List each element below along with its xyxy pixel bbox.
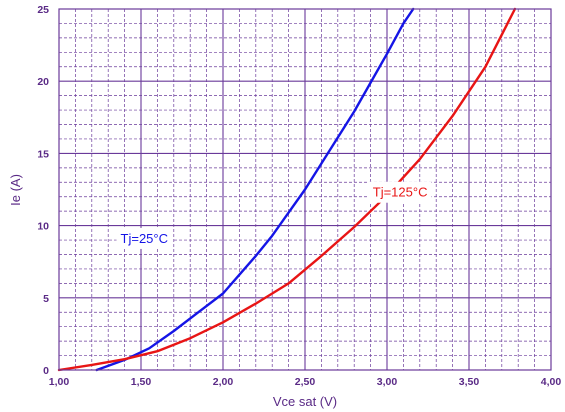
- x-tick-labels: 1,00 1,50 2,00 2,50 3,00 3,50 4,00: [49, 376, 562, 388]
- y-tick-label: 5: [43, 293, 49, 305]
- series-label-box-0: [116, 227, 173, 249]
- y-tick-label: 0: [43, 365, 49, 377]
- series-lines: [57, 7, 517, 372]
- x-tick-label: 2,50: [295, 376, 316, 388]
- series-labels: Tj=25°C Tj=125°C: [116, 181, 432, 249]
- x-tick-label: 1,50: [131, 376, 152, 388]
- x-axis-title: Vce sat (V): [273, 394, 337, 409]
- x-tick-label: 1,00: [49, 376, 70, 388]
- y-tick-label: 15: [37, 148, 49, 160]
- x-tick-label: 3,50: [459, 376, 480, 388]
- series-line-1: [57, 7, 517, 372]
- series-label-0: Tj=25°C: [121, 231, 168, 246]
- series-line-0: [95, 7, 415, 372]
- y-axis-title: Ie (A): [8, 174, 23, 206]
- y-tick-label: 25: [37, 4, 49, 16]
- plot-frame: [58, 8, 552, 371]
- x-tick-label: 4,00: [541, 376, 562, 388]
- y-tick-labels: 0 5 10 15 20 25: [37, 4, 49, 377]
- y-tick-label: 20: [37, 76, 49, 88]
- y-tick-label: 10: [37, 221, 49, 233]
- x-tick-label: 3,00: [377, 376, 398, 388]
- series-label-1: Tj=125°C: [373, 185, 428, 200]
- x-tick-label: 2,00: [213, 376, 234, 388]
- series-label-box-1: [368, 181, 432, 203]
